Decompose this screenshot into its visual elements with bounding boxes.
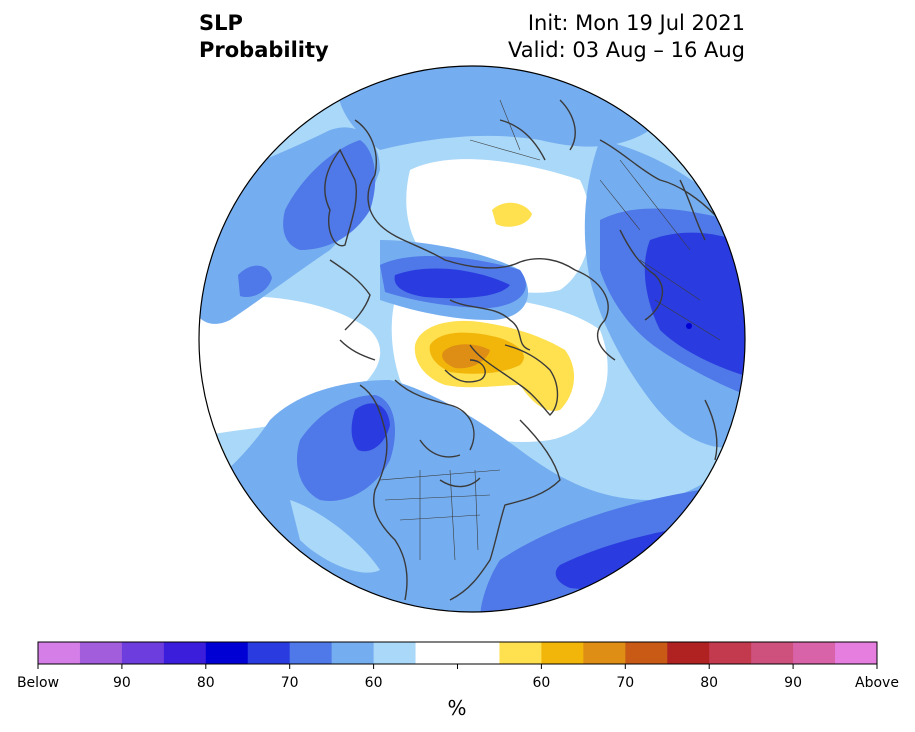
colorbar-tick-label: 70 <box>280 675 299 691</box>
polar-map <box>198 65 746 613</box>
colorbar-tick-label: 90 <box>112 675 131 691</box>
colorbar-swatch <box>247 642 291 664</box>
colorbar-tick-label: Below <box>16 675 60 691</box>
colorbar-tick-label: 90 <box>784 675 803 691</box>
colorbar-swatch <box>583 642 626 664</box>
colorbar-ticks <box>37 664 878 669</box>
colorbar-unit: % <box>447 696 467 720</box>
title-variable: SLP <box>199 11 243 35</box>
colorbar-swatch <box>793 642 836 664</box>
colorbar-swatch <box>121 642 165 664</box>
probability-field <box>199 66 745 612</box>
colorbar-swatch <box>667 642 710 664</box>
colorbar-swatch <box>625 642 668 664</box>
colorbar-swatch <box>79 642 123 664</box>
colorbar-swatch <box>289 642 333 664</box>
init-date: Init: Mon 19 Jul 2021 <box>527 11 745 35</box>
colorbar-swatch <box>499 642 542 664</box>
colorbar-tick-label: 80 <box>700 675 719 691</box>
colorbar-swatch <box>709 642 752 664</box>
colorbar-swatch <box>415 642 500 664</box>
colorbar-swatch <box>163 642 207 664</box>
colorbar-swatch <box>38 642 81 664</box>
title-right: Init: Mon 19 Jul 2021 Valid: 03 Aug – 16… <box>508 10 745 64</box>
colorbar-swatch <box>373 642 417 664</box>
colorbar-tick-label: 60 <box>532 675 551 691</box>
title-product: Probability <box>199 38 329 62</box>
colorbar-tick-label: 80 <box>196 675 215 691</box>
colorbar-swatches <box>38 642 878 664</box>
valid-range: Valid: 03 Aug – 16 Aug <box>507 38 745 62</box>
colorbar-swatch <box>835 642 878 664</box>
political-borders <box>379 99 721 561</box>
colorbar-swatch <box>331 642 375 664</box>
globe-boundary <box>198 65 746 613</box>
colorbar-tick-label: 60 <box>364 675 383 691</box>
colorbar-tick-label: Above <box>855 675 899 691</box>
colorbar-tick-label: 70 <box>616 675 635 691</box>
title-left: SLP Probability <box>199 10 329 64</box>
colorbar-swatch <box>541 642 584 664</box>
colorbar-swatch <box>205 642 249 664</box>
colorbar-swatch <box>751 642 794 664</box>
